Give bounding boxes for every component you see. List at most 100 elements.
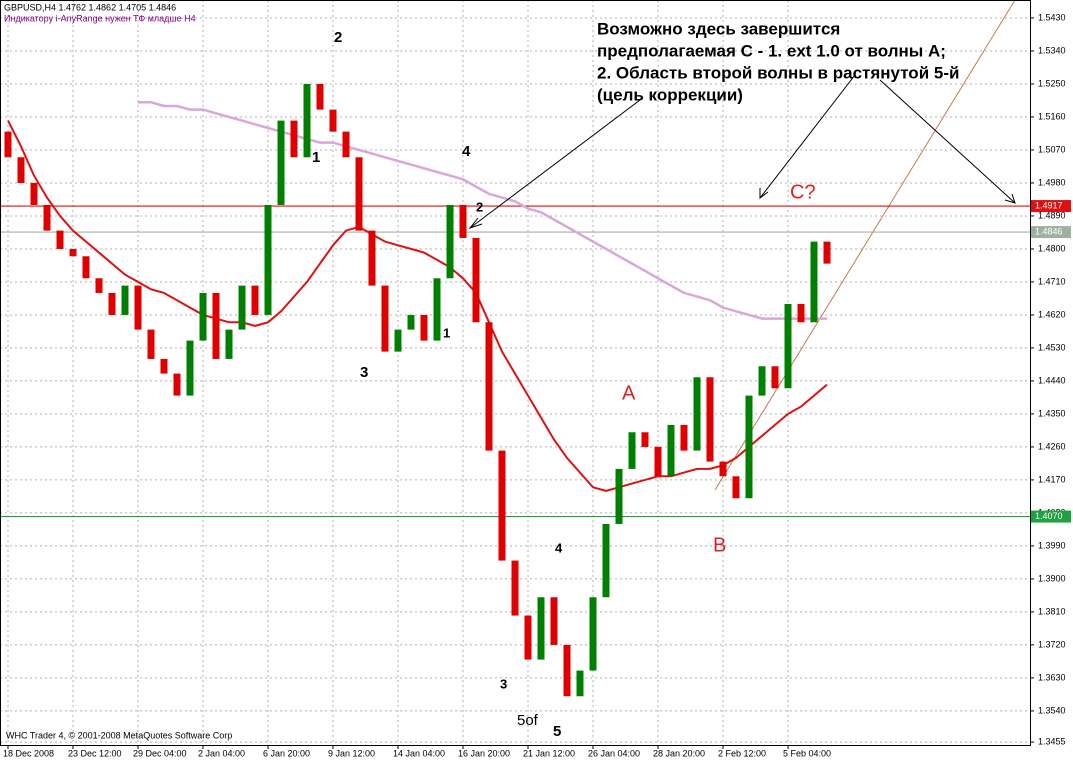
candle-body	[4, 131, 12, 158]
x-tick-label: 26 Jan 04:00	[588, 748, 640, 758]
x-tick-label: 9 Jan 12:00	[328, 748, 375, 758]
arrow-head	[468, 217, 483, 230]
price-box	[1031, 200, 1071, 213]
candle-body	[706, 377, 714, 462]
wave-label: C?	[790, 181, 816, 203]
arrow-head	[759, 188, 769, 199]
annotation: 2. Область второй волны в растянутой 5-й	[597, 63, 959, 82]
x-tick-label: 28 Jan 20:00	[653, 748, 705, 758]
candle-body	[615, 468, 623, 524]
wave-label: 2	[334, 29, 342, 46]
wave-label: 2	[476, 199, 483, 214]
y-tick-label: 1.5250	[1038, 78, 1066, 88]
candle-body	[576, 670, 584, 697]
candle-body	[680, 424, 688, 451]
candles	[4, 83, 831, 697]
footer: WHC Trader 4, © 2001-2008 MetaQuotes Sof…	[6, 730, 232, 740]
candle-body	[537, 597, 545, 660]
y-tick-label: 1.3900	[1038, 573, 1066, 583]
candle-body	[225, 329, 233, 359]
candle-body	[810, 241, 818, 323]
trend-line	[714, 0, 1016, 491]
subheader: Индикатору i-AnyRange нужен ТФ младше H4	[4, 13, 196, 23]
annotation: предполагаемая С - 1. ext 1.0 от волны А…	[597, 41, 946, 60]
candle-body	[550, 597, 558, 645]
arrow	[759, 74, 856, 199]
candle-body	[95, 278, 103, 293]
candle-body	[446, 204, 454, 279]
y-tick-label: 1.4530	[1038, 342, 1066, 352]
wave-label: 5	[553, 723, 561, 740]
y-tick-label: 1.3455	[1038, 736, 1066, 746]
y-tick-label: 1.3630	[1038, 672, 1066, 682]
candle-body	[368, 230, 376, 286]
x-tick-label: 5 Feb 04:00	[783, 748, 831, 758]
axes: 1.5430 1.5340 1.5250 1.5160 1.5070 1.4980 1.48…	[3, 12, 1071, 758]
candle-body	[199, 292, 207, 341]
y-tick-label: 1.5340	[1038, 45, 1066, 55]
x-tick-label: 16 Jan 20:00	[458, 748, 510, 758]
candle-body	[498, 450, 506, 561]
y-tick-label: 1.4350	[1038, 408, 1066, 418]
plot-border	[0, 0, 1031, 746]
candle-body	[823, 241, 831, 264]
candle-body	[511, 560, 519, 616]
candle-body	[173, 373, 181, 396]
wave-label: 3	[360, 364, 368, 381]
candle-body	[797, 303, 805, 323]
candle-body	[433, 278, 441, 341]
x-tick-label: 2 Feb 12:00	[718, 748, 766, 758]
candle-body	[69, 248, 77, 257]
y-tick-label: 1.5070	[1038, 144, 1066, 154]
grid	[0, 0, 1030, 745]
x-tick-label: 6 Jan 20:00	[263, 748, 310, 758]
candle-body	[251, 285, 259, 315]
candle-body	[381, 285, 389, 352]
candle-body	[693, 377, 701, 451]
candle-body	[628, 432, 636, 469]
annotation-arrows	[468, 74, 1016, 230]
x-tick-label: 14 Jan 04:00	[393, 748, 445, 758]
y-tick-label: 1.5430	[1038, 12, 1066, 22]
indicator-lines	[0, 101, 1030, 518]
x-tick-label: 23 Dec 12:00	[68, 748, 122, 758]
moving-average	[7, 120, 828, 492]
candle-body	[264, 204, 272, 315]
candle-body	[342, 131, 350, 158]
annotation: Возможно здесь завершится	[597, 19, 840, 38]
wave-label: A	[622, 382, 636, 404]
candle-body	[186, 340, 194, 396]
candle-body	[277, 120, 285, 205]
y-tick-label: 1.4890	[1038, 210, 1066, 220]
candle-body	[719, 461, 727, 477]
candle-body	[212, 292, 220, 359]
arrow	[469, 99, 641, 229]
wave-label: 3	[500, 676, 507, 691]
x-tick-label: 21 Jan 12:00	[523, 748, 575, 758]
y-tick-label: 1.3720	[1038, 639, 1066, 649]
candle-body	[147, 329, 155, 359]
wave-label: B	[713, 534, 726, 556]
candle-body	[654, 446, 662, 477]
x-tick-label: 29 Dec 04:00	[133, 748, 187, 758]
y-tick-label: 1.4260	[1038, 441, 1066, 451]
candle-body	[771, 366, 779, 389]
y-tick-label: 1.3990	[1038, 540, 1066, 550]
candle-body	[238, 285, 246, 330]
candle-body	[316, 83, 324, 110]
x-tick-label: 18 Dec 2008	[3, 748, 54, 758]
y-tick-label: 1.4440	[1038, 375, 1066, 385]
y-tick-label: 1.5160	[1038, 111, 1066, 121]
candle-body	[290, 120, 298, 158]
y-tick-label: 1.4980	[1038, 177, 1066, 187]
candle-body	[485, 322, 493, 451]
candle-body	[108, 292, 116, 315]
wave-label: 4	[555, 540, 563, 555]
annotation: (цель коррекции)	[597, 85, 743, 104]
candle-body	[563, 644, 571, 697]
wave-label: 1	[312, 149, 320, 166]
price-label: 1.4070	[1035, 511, 1063, 521]
arrow	[879, 79, 1016, 204]
y-tick-label: 1.4800	[1038, 243, 1066, 253]
